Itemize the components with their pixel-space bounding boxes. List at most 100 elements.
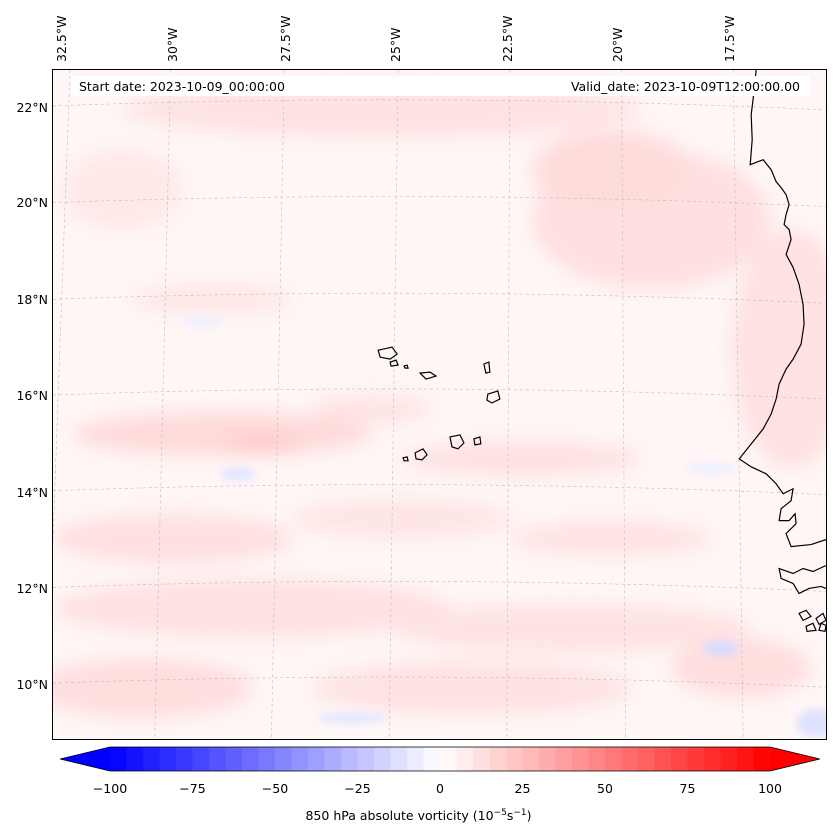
colorbar-bin (423, 747, 441, 771)
island-cape-verde (486, 390, 501, 404)
lat-label: 16°N (16, 388, 48, 403)
parallel (53, 676, 826, 688)
colorbar-bin (176, 747, 193, 771)
parallel (53, 388, 826, 400)
colorbar-bin (242, 747, 259, 771)
colorbar-bin (110, 747, 127, 771)
meridian (732, 70, 744, 739)
colorbar-extension-low (60, 747, 110, 771)
colorbar-label-end: ) (526, 808, 532, 824)
colorbar-bin (209, 747, 226, 771)
gridlines (53, 70, 826, 739)
lat-label: 18°N (16, 292, 48, 307)
lat-label: 12°N (16, 581, 48, 596)
colorbar-label-exponent: −5 (493, 808, 507, 818)
colorbar-bin (605, 747, 622, 771)
date-banner (72, 76, 810, 96)
colorbar-tick: 0 (436, 781, 444, 796)
colorbar-bin (687, 747, 705, 771)
colorbar-bin (704, 747, 721, 771)
colorbar-tick: 100 (758, 781, 782, 796)
colorbar-label-unit: s (506, 808, 514, 824)
island-cape-verde (402, 456, 409, 462)
lon-label: 30°W (165, 27, 180, 62)
colorbar-bin (374, 747, 391, 771)
lon-label: 32.5°W (54, 15, 69, 62)
colorbar-bin (506, 747, 523, 771)
colorbar-bin (440, 747, 457, 771)
colorbar-bin (671, 747, 688, 771)
colorbar-bin (225, 747, 243, 771)
colorbar-tick: 25 (514, 781, 531, 796)
coastlines (377, 70, 826, 633)
colorbar-bin (291, 747, 309, 771)
colorbar-bin (324, 747, 342, 771)
islands-bijagos (798, 609, 826, 633)
island-cape-verde (473, 436, 482, 446)
meridian (271, 70, 285, 739)
colorbar-bin (621, 747, 639, 771)
island-cape-verde (418, 371, 438, 380)
lat-label: 14°N (16, 485, 48, 500)
colorbar-bin (753, 747, 771, 771)
meridian (53, 70, 71, 539)
island-cape-verde (414, 448, 428, 461)
map-panel (52, 69, 827, 740)
colorbar-tick: −100 (92, 781, 128, 796)
meridian (154, 70, 171, 739)
vorticity-field (53, 70, 826, 739)
colorbar-bin (275, 747, 292, 771)
africa-coastline (738, 70, 826, 548)
island-cape-verde (389, 359, 399, 367)
colorbar-extension-high (770, 747, 820, 771)
colorbar-bin (357, 747, 375, 771)
island-cape-verde (403, 364, 409, 369)
colorbar-bin (473, 747, 490, 771)
lat-label: 20°N (16, 195, 48, 210)
vorticity-negative-patches (182, 315, 826, 738)
colorbar-tick: −75 (179, 781, 206, 796)
colorbar-bin (555, 747, 573, 771)
lat-label: 22°N (16, 100, 48, 115)
colorbar-label-exponent: −1 (513, 808, 527, 818)
colorbar-label: 850 hPa absolute vorticity (10−5s−1) (0, 808, 837, 823)
lon-label: 27.5°W (278, 15, 293, 62)
lat-label: 10°N (16, 677, 48, 692)
colorbar-bin (159, 747, 177, 771)
parallel (53, 99, 826, 111)
colorbar-tick: −25 (344, 781, 371, 796)
lon-label: 25°W (388, 27, 403, 62)
colorbar-bin (390, 747, 408, 771)
colorbar-bin (572, 747, 589, 771)
valid-date-label: Valid_date: 2023-10-09T12:00:00.00 (570, 79, 800, 94)
colorbar-bin (720, 747, 738, 771)
meridian (506, 70, 511, 739)
lon-label: 17.5°W (722, 15, 737, 62)
colorbar-bin (654, 747, 672, 771)
colorbar-tick: 75 (679, 781, 696, 796)
parallel (53, 292, 826, 304)
colorbar-label-main: 850 hPa absolute vorticity (10 (305, 808, 494, 824)
colorbar-bin (126, 747, 144, 771)
colorbar-bin (341, 747, 358, 771)
colorbar-bin (638, 747, 655, 771)
colorbar-bin (522, 747, 540, 771)
colorbar-tick: 50 (597, 781, 613, 796)
island-cape-verde (483, 361, 491, 374)
island-cape-verde (449, 434, 465, 450)
colorbar-bin (456, 747, 474, 771)
lon-label: 22.5°W (500, 15, 515, 62)
parallel (53, 196, 826, 207)
colorbar-bin (258, 747, 276, 771)
africa-coastline-south (778, 564, 826, 595)
colorbar-bins (110, 747, 771, 771)
vorticity-patches (53, 81, 826, 719)
colorbar-bin (737, 747, 754, 771)
colorbar-bin (407, 747, 424, 771)
meridian (388, 70, 399, 739)
lon-label: 20°W (610, 27, 625, 62)
meridian (621, 70, 626, 739)
start-date-label: Start date: 2023-10-09_00:00:00 (79, 79, 285, 94)
colorbar-bin (308, 747, 325, 771)
